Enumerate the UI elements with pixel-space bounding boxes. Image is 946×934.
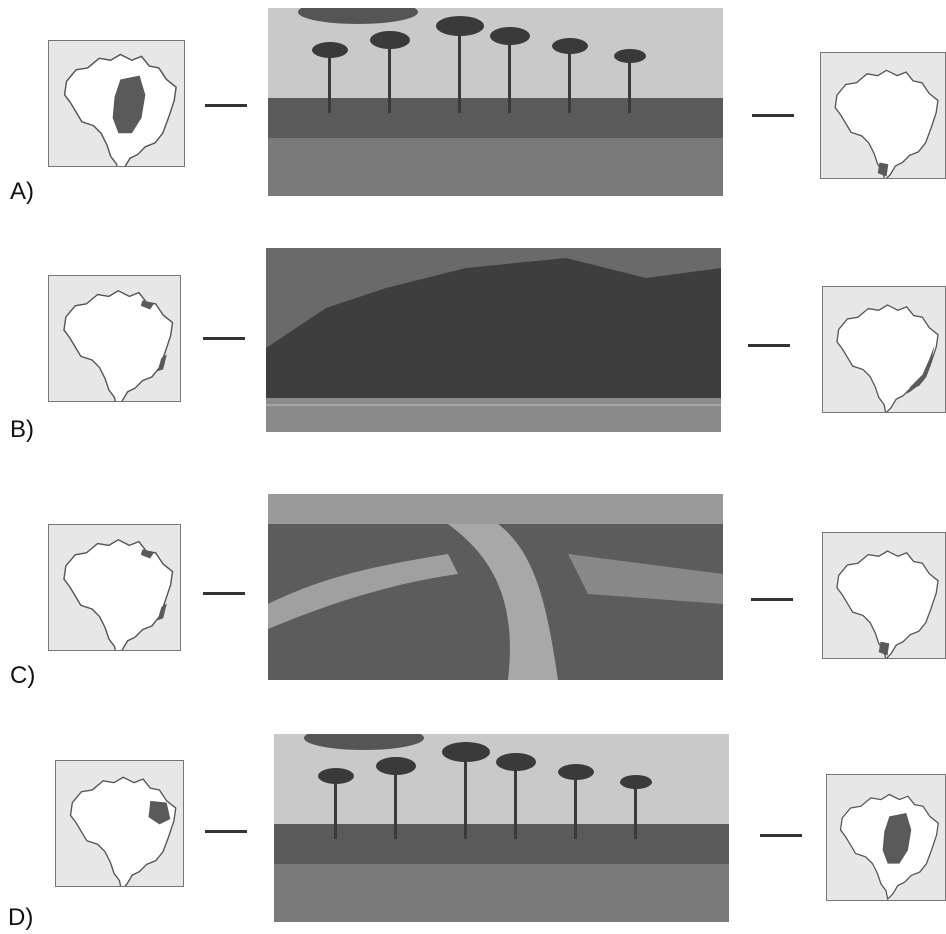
connector-dash (751, 598, 793, 601)
brazil-map-icon (55, 760, 184, 887)
option-row-b[interactable]: B) (0, 240, 946, 455)
connector-dash (203, 592, 245, 595)
araucaria-forest-photo (274, 734, 729, 922)
connector-dash (205, 104, 247, 107)
connector-dash (752, 114, 794, 117)
brazil-map-icon (48, 40, 185, 167)
dense-coastal-forest-photo (266, 248, 721, 432)
mangrove-river-photo (268, 494, 723, 680)
option-label: A) (10, 178, 34, 205)
connector-dash (748, 344, 790, 347)
connector-dash (760, 834, 802, 837)
brazil-map-icon (48, 275, 181, 402)
option-row-c[interactable]: C) (0, 488, 946, 703)
option-row-d[interactable]: D) (0, 730, 946, 934)
option-label: D) (8, 904, 34, 931)
connector-dash (203, 337, 245, 340)
brazil-map-icon (820, 52, 946, 179)
brazil-map-icon (822, 532, 946, 659)
connector-dash (205, 830, 247, 833)
brazil-map-icon (826, 774, 946, 901)
brazil-map-icon (822, 286, 946, 413)
option-label: B) (10, 416, 34, 443)
araucaria-forest-photo (268, 8, 723, 196)
option-row-a[interactable]: A) (0, 0, 946, 210)
brazil-map-icon (48, 524, 181, 651)
option-label: C) (10, 662, 36, 689)
